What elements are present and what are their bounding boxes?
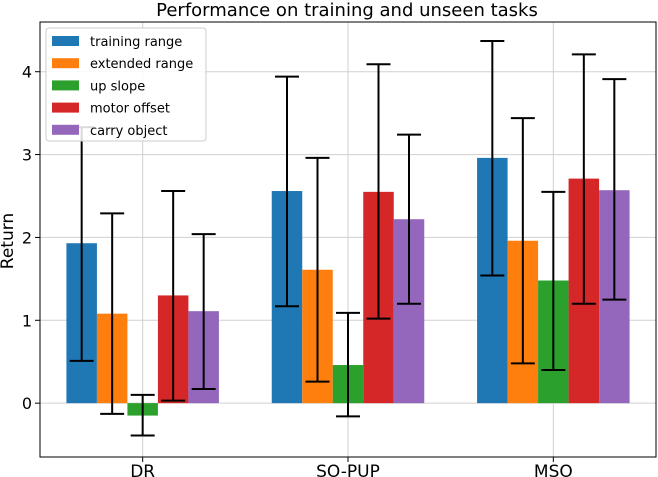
y-tick-label: 1 [22, 311, 32, 330]
legend-box [45, 27, 207, 142]
legend-label: training range [90, 35, 182, 50]
error-bars [69, 40, 627, 437]
x-axis-ticks: DR SO-PUP MSO [130, 457, 573, 477]
legend-label: motor offset [90, 102, 170, 117]
x-tick-label: MSO [534, 462, 573, 477]
legend-swatch [52, 80, 79, 91]
y-tick-label: 2 [22, 228, 32, 247]
y-axis-label: Return [0, 213, 18, 269]
legend-swatch [52, 124, 79, 135]
y-tick-label: 3 [22, 146, 32, 165]
legend-label: carry object [90, 124, 167, 139]
x-tick-label: SO-PUP [316, 462, 380, 477]
legend-swatch [52, 58, 79, 69]
x-tick-label: DR [130, 462, 155, 477]
legend-swatch [52, 102, 79, 113]
legend: training range extended range up slope moto… [45, 27, 207, 142]
y-tick-label: 0 [22, 394, 32, 413]
legend-swatch [52, 36, 79, 46]
legend-label: extended range [90, 57, 193, 72]
chart-title: Performance on training and unseen tasks [156, 0, 538, 21]
legend-label: up slope [90, 79, 145, 94]
y-tick-label: 4 [22, 63, 32, 82]
y-axis-ticks: 0 1 2 3 4 [22, 63, 40, 413]
